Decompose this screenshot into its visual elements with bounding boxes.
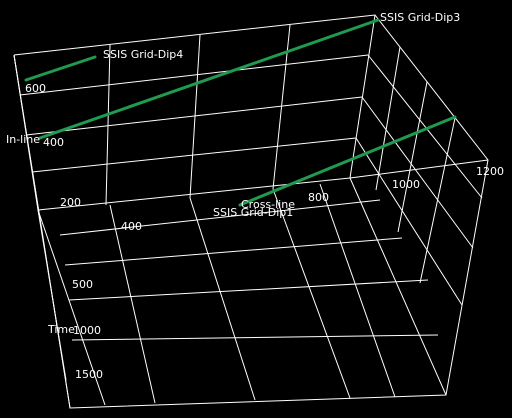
crossline-tick: 800 — [308, 191, 329, 204]
grid-line — [375, 46, 401, 191]
grid-line — [37, 209, 67, 381]
label-ssis-grid-dip3: SSIS Grid-Dip3 — [380, 11, 460, 24]
grid-line — [397, 81, 428, 233]
grid-line — [64, 237, 403, 266]
grid-line — [59, 199, 381, 236]
crossline-tick: 1000 — [392, 178, 420, 191]
crossline-tick: 1200 — [476, 165, 504, 178]
inline-axis-label: In-line — [6, 133, 40, 146]
grid-edge — [349, 177, 447, 396]
line-ssis-grid-dip4 — [24, 55, 97, 82]
line-labels: SSIS Grid-Dip4 SSIS Grid-Dip3 SSIS Grid-… — [103, 11, 460, 219]
time-tick: 1000 — [73, 324, 101, 337]
grid-line — [367, 54, 483, 199]
label-ssis-grid-dip4: SSIS Grid-Dip4 — [103, 48, 183, 61]
grid-line — [361, 96, 474, 249]
grid-edge — [13, 54, 39, 211]
grid-line — [189, 34, 201, 199]
grid-line — [19, 54, 369, 96]
grid-line — [272, 188, 351, 399]
grid-line — [355, 137, 463, 306]
time-tick: 500 — [72, 278, 93, 291]
inline-tick: 600 — [25, 82, 46, 95]
grid-line — [105, 44, 111, 206]
grid-line — [68, 279, 429, 301]
grid-line — [31, 137, 357, 173]
tick-labels: 600 400 200 400 800 1000 1200 500 1000 1… — [25, 82, 504, 381]
label-ssis-grid-dip1: SSIS Grid-Dip1 — [213, 206, 293, 219]
line-ssis-grid-dip1 — [238, 115, 457, 207]
time-axis-label: Time — [47, 323, 75, 336]
time-tick: 1500 — [75, 368, 103, 381]
grid-edge — [349, 14, 376, 179]
grid-line — [71, 334, 439, 341]
grid-line — [37, 209, 106, 406]
grid-line — [189, 197, 256, 401]
seismic-lines — [24, 18, 457, 207]
inline-tick: 200 — [60, 196, 81, 209]
grid-lines — [13, 14, 489, 409]
line-ssis-grid-dip3 — [38, 18, 380, 140]
grid-edge — [37, 177, 351, 211]
crossline-tick: 400 — [121, 220, 142, 233]
crossline-axis-label: Cross-line — [241, 198, 295, 211]
grid-line — [319, 183, 396, 398]
grid-line — [25, 96, 363, 136]
grid-line — [109, 204, 156, 404]
grid-edge — [349, 159, 489, 179]
axis-labels: In-line Cross-line Time — [6, 133, 295, 336]
inline-tick: 400 — [43, 136, 64, 149]
